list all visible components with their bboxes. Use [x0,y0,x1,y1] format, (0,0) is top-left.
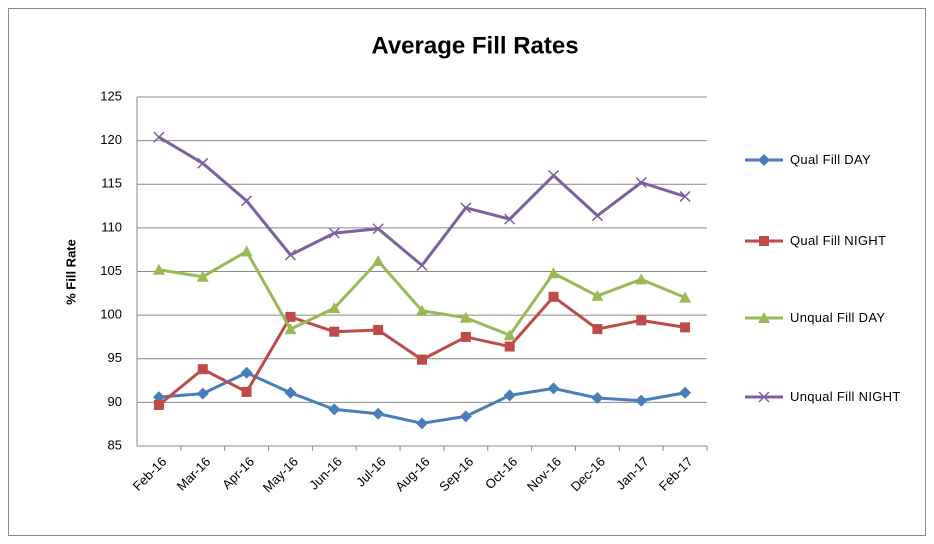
marker [636,315,647,326]
marker [372,255,385,267]
marker [417,354,427,365]
legend-label: Unqual Fill NIGHT [790,389,901,404]
marker [284,323,297,335]
marker [372,223,384,235]
marker [591,289,604,301]
marker [196,387,209,400]
marker [240,245,253,257]
y-tick-label: 100 [100,307,122,322]
marker [504,341,515,352]
marker [548,291,559,302]
marker [328,403,341,416]
marker [635,394,648,407]
y-axis-label: % Fill Rate [63,239,78,305]
marker [635,176,647,189]
y-tick-label: 95 [108,350,122,365]
y-tick-label: 85 [108,437,122,452]
marker [153,131,165,143]
y-tick-label: 120 [100,132,122,147]
marker [416,304,428,316]
legend-label: Qual Fill NIGHT [790,233,887,248]
marker [758,312,770,323]
marker [459,311,472,323]
marker [460,202,472,214]
marker [328,302,341,314]
marker [592,324,603,335]
marker [416,259,428,271]
marker [285,311,296,322]
marker [679,190,691,202]
marker [416,417,428,430]
marker [153,399,164,410]
marker [679,291,692,303]
marker [196,270,209,282]
marker [758,391,770,403]
marker [591,210,603,222]
y-tick-label: 105 [100,263,122,278]
marker [759,236,769,246]
marker [372,407,385,420]
marker [459,410,472,423]
marker [240,366,253,379]
y-tick-label: 115 [101,176,122,191]
y-tick-label: 110 [101,219,122,234]
legend-label: Unqual Fill DAY [790,310,886,325]
marker [680,322,691,333]
marker [547,382,560,395]
marker [679,386,692,399]
marker [328,227,340,239]
marker [329,326,340,337]
marker [503,389,516,402]
marker [591,392,604,405]
marker [284,386,297,399]
marker [241,386,252,397]
marker [241,195,253,207]
marker [503,329,516,341]
y-tick-label: 90 [108,394,122,409]
marker [758,154,770,166]
marker [373,324,384,335]
marker [197,157,209,169]
marker [548,169,560,182]
marker [635,273,648,285]
legend-label: Qual Fill DAY [790,152,871,167]
marker [197,364,208,375]
marker [460,331,471,342]
marker [284,249,296,261]
marker [504,213,516,225]
marker [547,267,560,279]
y-tick-label: 125 [100,88,122,103]
marker [152,263,165,275]
chart-title: Average Fill Rates [371,32,578,59]
